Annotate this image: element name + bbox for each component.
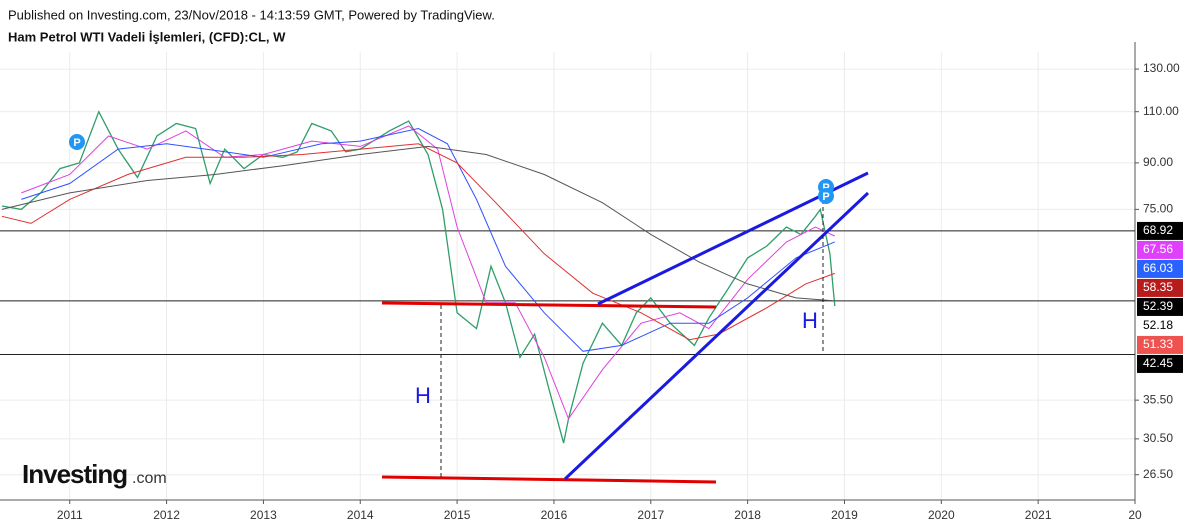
pivot-marker xyxy=(818,188,834,204)
x-tick-label: 2011 xyxy=(57,508,83,522)
y-tick-label: 110.00 xyxy=(1143,104,1179,118)
price-label: 52.39 xyxy=(1143,299,1173,313)
plot-area: 26.50 30.50 35.50 75.00 90.00 110.00 130.00 201… xyxy=(0,42,1183,522)
pivot-text: P xyxy=(822,182,829,194)
series-line xyxy=(21,127,835,352)
price-label: 58.35 xyxy=(1143,280,1173,294)
y-tick-label: 30.50 xyxy=(1143,431,1173,445)
h-label: H xyxy=(802,308,818,333)
series-line xyxy=(1,110,836,444)
price-label: 52.18 xyxy=(1143,318,1173,332)
price-label: 68.92 xyxy=(1143,223,1173,237)
pivot-text: P xyxy=(73,137,80,149)
series-line xyxy=(1,143,835,341)
price-label-box xyxy=(1137,354,1183,373)
y-tick-label: 130.00 xyxy=(1143,61,1180,75)
annotations: H H P P P Investing .com xyxy=(22,134,870,489)
x-tick-label: 2013 xyxy=(250,508,277,522)
x-tick-label: 2014 xyxy=(347,508,374,522)
pivot-text: P xyxy=(822,191,829,203)
price-label-box xyxy=(1137,240,1183,259)
x-tick-label: 2015 xyxy=(444,508,471,522)
series-line xyxy=(21,125,836,420)
price-label-box xyxy=(1137,278,1183,297)
logo-suffix: .com xyxy=(132,470,167,487)
logo-brand: Investing xyxy=(22,459,127,489)
x-tick-label: 2020 xyxy=(928,508,955,522)
x-tick-label: 2017 xyxy=(637,508,664,522)
price-label-box xyxy=(1137,221,1183,240)
price-label: 66.03 xyxy=(1143,261,1173,275)
y-tick-label: 90.00 xyxy=(1143,155,1173,169)
x-tick-label: 2019 xyxy=(831,508,858,522)
pivot-marker xyxy=(69,134,85,150)
price-label: 42.45 xyxy=(1143,356,1173,370)
x-tick-label: 2021 xyxy=(1025,508,1052,522)
published-note: Published on Investing.com, 23/Nov/2018 … xyxy=(8,7,495,22)
support-line xyxy=(381,301,717,309)
trend-line xyxy=(563,191,870,481)
y-tick-label: 75.00 xyxy=(1143,202,1173,216)
series-line xyxy=(1,145,835,302)
h-label: H xyxy=(415,383,431,408)
price-label-box xyxy=(1137,259,1183,278)
y-tick-label: 26.50 xyxy=(1143,467,1173,481)
price-label: 67.56 xyxy=(1143,242,1173,256)
price-label-box xyxy=(1137,297,1183,316)
price-label-box xyxy=(1137,316,1183,335)
x-tick-label: 2016 xyxy=(541,508,568,522)
symbol-title: Ham Petrol WTI Vadeli İşlemleri, (CFD):C… xyxy=(8,29,286,44)
price-label: 51.33 xyxy=(1143,337,1173,351)
x-tick-label: 2018 xyxy=(734,508,761,522)
support-line xyxy=(381,475,717,484)
x-tick-label: 20 xyxy=(1128,508,1142,522)
price-label-box xyxy=(1137,335,1183,354)
x-tick-label: 2012 xyxy=(153,508,180,522)
y-tick-label: 35.50 xyxy=(1143,392,1173,406)
